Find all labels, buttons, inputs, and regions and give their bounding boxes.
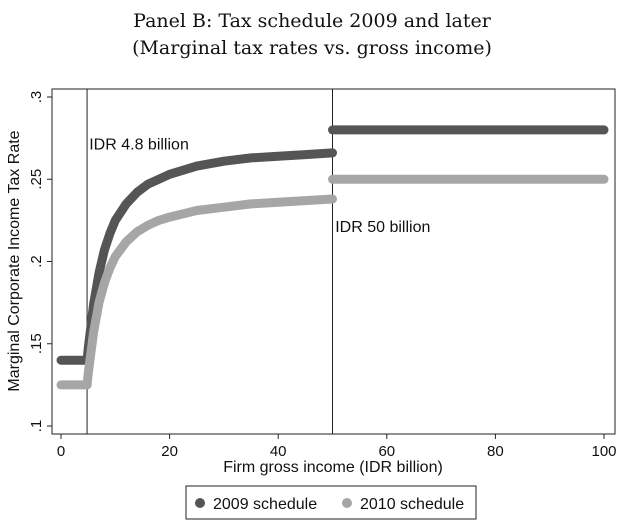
series-2009-schedule — [56, 125, 609, 365]
x-axis-label: Firm gross income (IDR billion) — [223, 459, 443, 476]
legend-label: 2010 schedule — [360, 496, 464, 513]
legend-box — [185, 485, 477, 520]
y-tick-label: .1 — [28, 420, 45, 433]
series-layer — [56, 125, 609, 390]
y-tick-label: .25 — [28, 169, 45, 190]
legend: 2009 schedule 2010 schedule — [195, 496, 464, 513]
annotation-label: IDR 50 billion — [335, 219, 430, 236]
y-axis-label: Marginal Corporate Income Tax Rate — [6, 130, 23, 391]
y-tick-label: .3 — [28, 91, 45, 104]
legend-marker — [342, 498, 352, 508]
x-tick-label: 80 — [487, 443, 504, 460]
y-tick-label: .2 — [28, 255, 45, 268]
series-line-segment — [82, 148, 337, 365]
x-tick-label: 60 — [378, 443, 395, 460]
x-tick-label: 20 — [161, 443, 178, 460]
series-2010-schedule — [56, 174, 609, 390]
chart-subtitle: (Marginal tax rates vs. gross income) — [132, 37, 492, 59]
legend-label: 2009 schedule — [213, 496, 317, 513]
y-axis: .1 .15 .2 .25 .3 — [28, 91, 52, 433]
x-tick-label: 40 — [270, 443, 287, 460]
annotation-layer: IDR 4.8 billion IDR 50 billion — [89, 137, 430, 236]
y-tick-label: .15 — [28, 333, 45, 354]
annotation-label: IDR 4.8 billion — [89, 137, 189, 154]
x-axis: 0 20 40 60 80 100 — [57, 434, 617, 460]
x-tick-label: 0 — [57, 443, 65, 460]
series-line-segment — [82, 194, 337, 390]
chart-title: Panel B: Tax schedule 2009 and later — [133, 10, 491, 32]
x-tick-label: 100 — [591, 443, 616, 460]
legend-marker — [195, 498, 205, 508]
